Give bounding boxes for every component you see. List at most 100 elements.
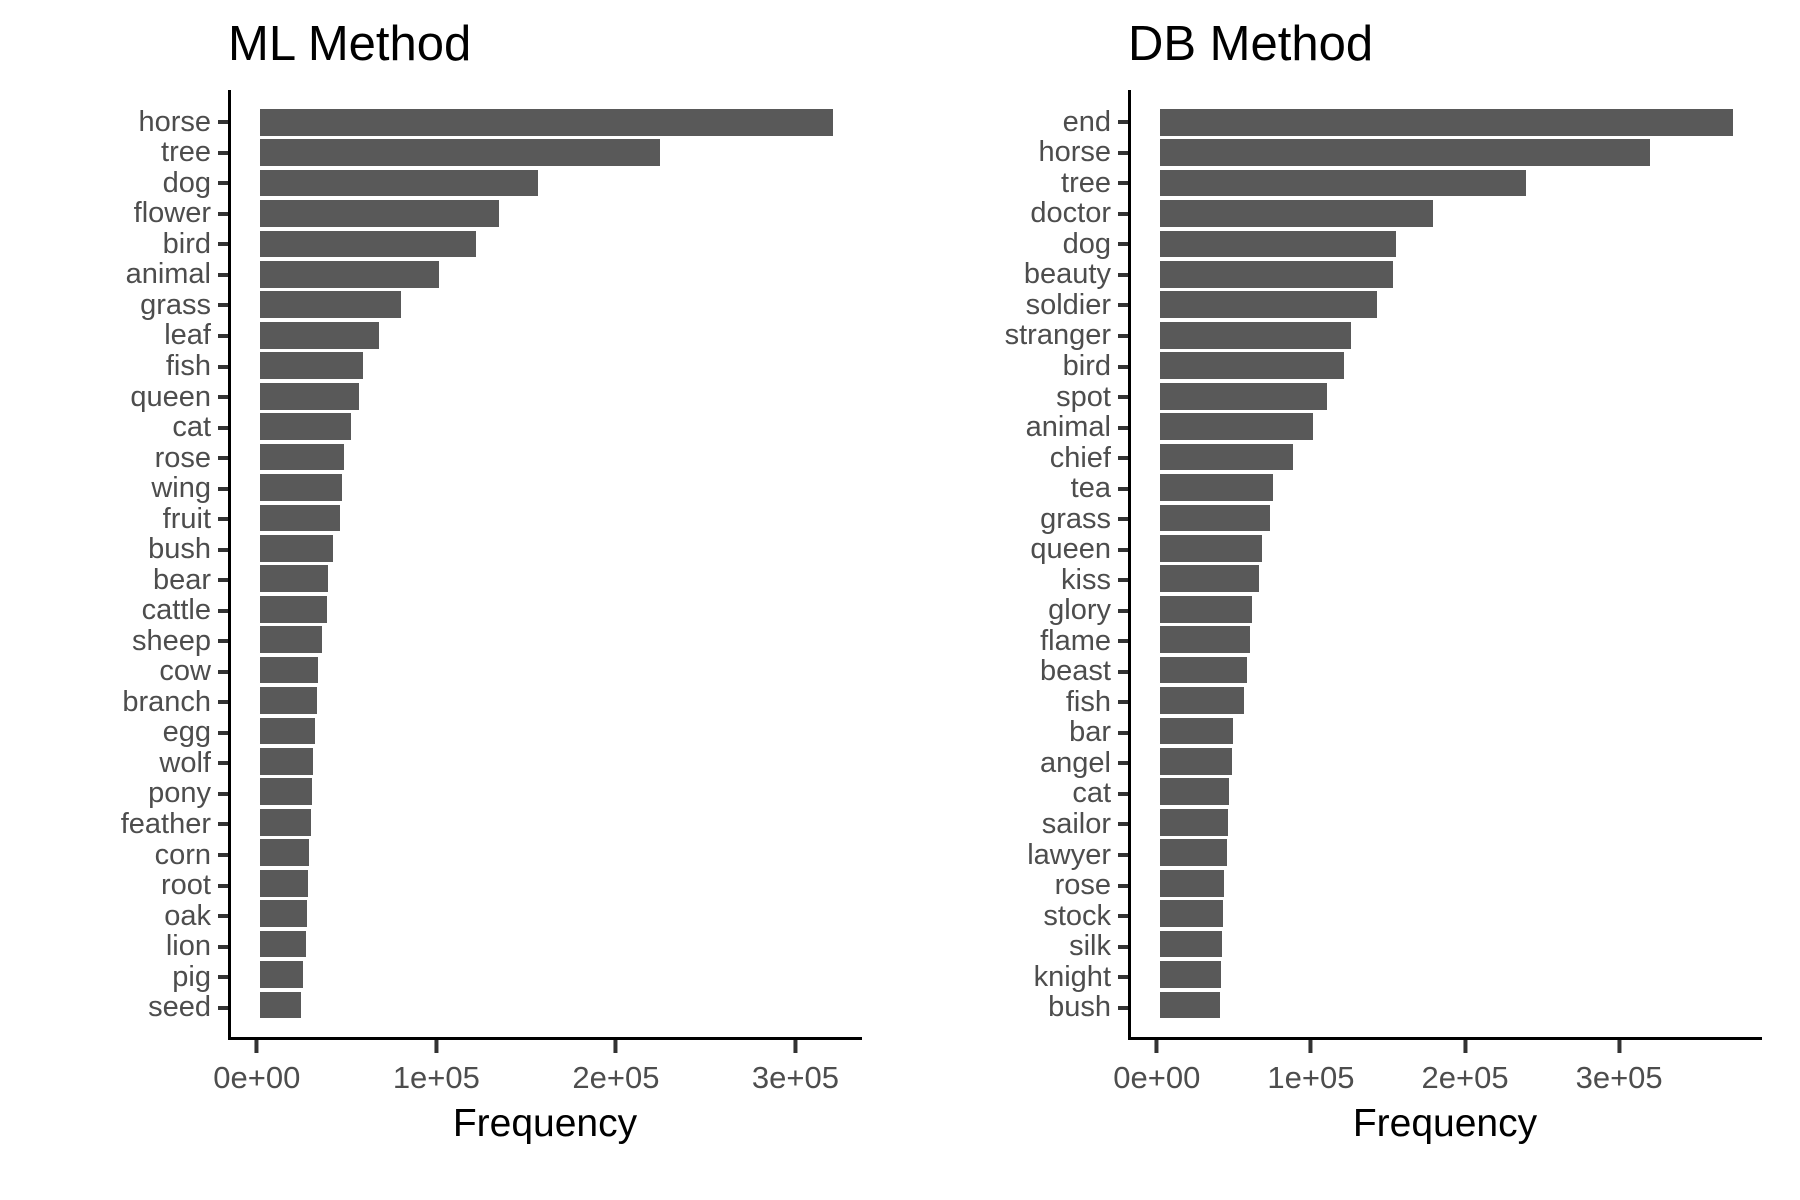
y-axis-label-row: cattle	[0, 596, 228, 627]
bar-row	[231, 351, 862, 381]
bar-row	[1131, 594, 1762, 624]
bar-tree	[259, 139, 660, 167]
x-axis-tick-label: 2e+05	[572, 1060, 660, 1095]
y-tick-mark	[1118, 120, 1128, 125]
x-tick-mark	[1617, 1040, 1622, 1053]
y-tick-mark	[218, 914, 228, 919]
x-axis-tick-label: 0e+00	[1113, 1060, 1201, 1095]
y-axis-label: wing	[151, 472, 211, 505]
bar-grass	[1159, 504, 1271, 532]
y-axis-label-row: rose	[900, 870, 1128, 901]
x-tick-mark	[1308, 1040, 1313, 1053]
bar-row	[231, 807, 862, 837]
y-axis-label-row: bear	[0, 565, 228, 596]
bar-row	[1131, 442, 1762, 472]
bar-soldier	[1159, 291, 1378, 319]
bar-row	[1131, 229, 1762, 259]
bar-row	[1131, 807, 1762, 837]
bar-flower	[259, 200, 500, 227]
y-axis-label-row: feather	[0, 809, 228, 840]
y-axis-label-row: tree	[900, 168, 1128, 199]
bar-tree	[1159, 169, 1527, 197]
y-tick-mark	[1118, 395, 1128, 400]
chart-title: ML Method	[228, 17, 472, 71]
y-axis-label-row: dog	[900, 229, 1128, 260]
chart-title: DB Method	[1128, 17, 1374, 71]
y-axis-label: spot	[1056, 380, 1111, 413]
y-axis-label-row: kiss	[900, 565, 1128, 596]
bar-beast	[1159, 656, 1248, 684]
bar-fish	[259, 352, 364, 380]
y-axis-label: feather	[120, 807, 211, 840]
y-tick-mark	[218, 578, 228, 583]
y-tick-mark	[218, 730, 228, 735]
y-axis-label: lawyer	[1027, 838, 1111, 871]
bar-leaf	[259, 321, 380, 349]
bar-row	[1131, 411, 1762, 441]
bar-row	[231, 564, 862, 594]
bar-dog	[1159, 230, 1396, 258]
y-axis-label: lion	[165, 930, 211, 963]
bar-sheep	[259, 626, 323, 654]
bar-row	[231, 198, 862, 228]
y-axis-label-row: flame	[900, 626, 1128, 657]
y-axis-label-row: queen	[900, 534, 1128, 565]
x-tick-mark	[434, 1040, 439, 1053]
bar-bush	[259, 534, 333, 562]
bar-flame	[1159, 626, 1251, 654]
y-axis-label-row: bar	[900, 718, 1128, 749]
y-tick-mark	[1118, 975, 1128, 980]
bar-row	[231, 655, 862, 685]
bar-cow	[259, 656, 318, 684]
bar-row	[1131, 503, 1762, 533]
bar-queen	[1159, 534, 1263, 562]
x-axis-tick: 0e+00	[1113, 1040, 1200, 1096]
bar-bird	[259, 230, 476, 258]
y-axis-label-row: grass	[900, 504, 1128, 535]
bar-row	[231, 442, 862, 472]
bar-horse	[1159, 139, 1651, 167]
bar-cat	[1159, 778, 1229, 806]
y-tick-mark	[218, 517, 228, 522]
bar-queen	[259, 382, 359, 410]
chart-db-method: DB Method end horse tree doctor dog beauty sol…	[900, 0, 1800, 1200]
plot-panel	[228, 90, 862, 1040]
y-axis-label: chief	[1049, 441, 1111, 474]
bar-row	[1131, 259, 1762, 289]
y-axis-label-row: spot	[900, 382, 1128, 413]
y-axis-label: corn	[154, 838, 211, 871]
bar-row	[231, 685, 862, 715]
bar-seed	[259, 991, 301, 1019]
y-axis-label: stock	[1043, 899, 1111, 932]
y-axis-label-row: stock	[900, 901, 1128, 932]
y-tick-mark	[218, 272, 228, 277]
bar-row	[231, 381, 862, 411]
y-axis-label-row: oak	[0, 901, 228, 932]
y-tick-mark	[218, 303, 228, 308]
y-axis-label: horse	[138, 105, 211, 138]
y-tick-mark	[218, 700, 228, 705]
bar-wing	[259, 474, 342, 501]
bar-animal	[1159, 413, 1314, 440]
x-axis-tick: 3e+05	[752, 1040, 839, 1096]
y-axis-label-row: stranger	[900, 321, 1128, 352]
y-axis-label-row: animal	[900, 412, 1128, 443]
y-tick-mark	[1118, 364, 1128, 369]
y-tick-mark	[1118, 700, 1128, 705]
y-axis-label: silk	[1069, 930, 1111, 963]
y-tick-mark	[1118, 791, 1128, 796]
y-tick-mark	[1118, 883, 1128, 888]
y-axis-label-row: fish	[900, 687, 1128, 718]
y-axis-label: glory	[1048, 594, 1111, 627]
y-tick-mark	[218, 395, 228, 400]
y-axis-label: bird	[1062, 350, 1111, 383]
bar-row	[231, 868, 862, 898]
bar-egg	[259, 717, 316, 745]
bar-row	[1131, 929, 1762, 959]
bar-lion	[259, 930, 307, 958]
x-tick-mark	[793, 1040, 798, 1053]
bar-row	[231, 411, 862, 441]
bar-spot	[1159, 382, 1327, 410]
y-axis-label-row: tea	[900, 473, 1128, 504]
bar-bird	[1159, 352, 1344, 380]
